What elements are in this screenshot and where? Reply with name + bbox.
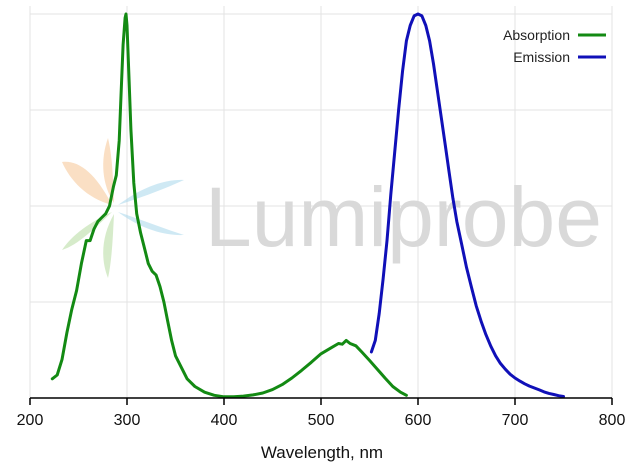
x-axis: 200 300 400 500 600 700 800 bbox=[17, 397, 626, 429]
legend: Absorption Emission bbox=[503, 27, 606, 65]
x-axis-title: Wavelength, nm bbox=[261, 443, 383, 462]
lumiprobe-logo-icon bbox=[62, 138, 184, 278]
legend-label-absorption: Absorption bbox=[503, 27, 570, 43]
series-layer bbox=[50, 12, 565, 399]
x-tick-label: 800 bbox=[599, 412, 626, 429]
x-tick-label: 200 bbox=[17, 412, 44, 429]
series-emission-line bbox=[369, 12, 565, 398]
x-tick-label: 600 bbox=[405, 412, 432, 429]
x-tick-label: 500 bbox=[308, 412, 335, 429]
legend-label-emission: Emission bbox=[513, 49, 570, 65]
watermark-text: Lumiprobe bbox=[205, 170, 602, 264]
lumiprobe-watermark: Lumiprobe bbox=[62, 138, 602, 278]
x-tick-label: 700 bbox=[502, 412, 529, 429]
series-absorption-line bbox=[50, 12, 408, 399]
x-tick-label: 400 bbox=[211, 412, 238, 429]
x-tick-label: 300 bbox=[114, 412, 141, 429]
